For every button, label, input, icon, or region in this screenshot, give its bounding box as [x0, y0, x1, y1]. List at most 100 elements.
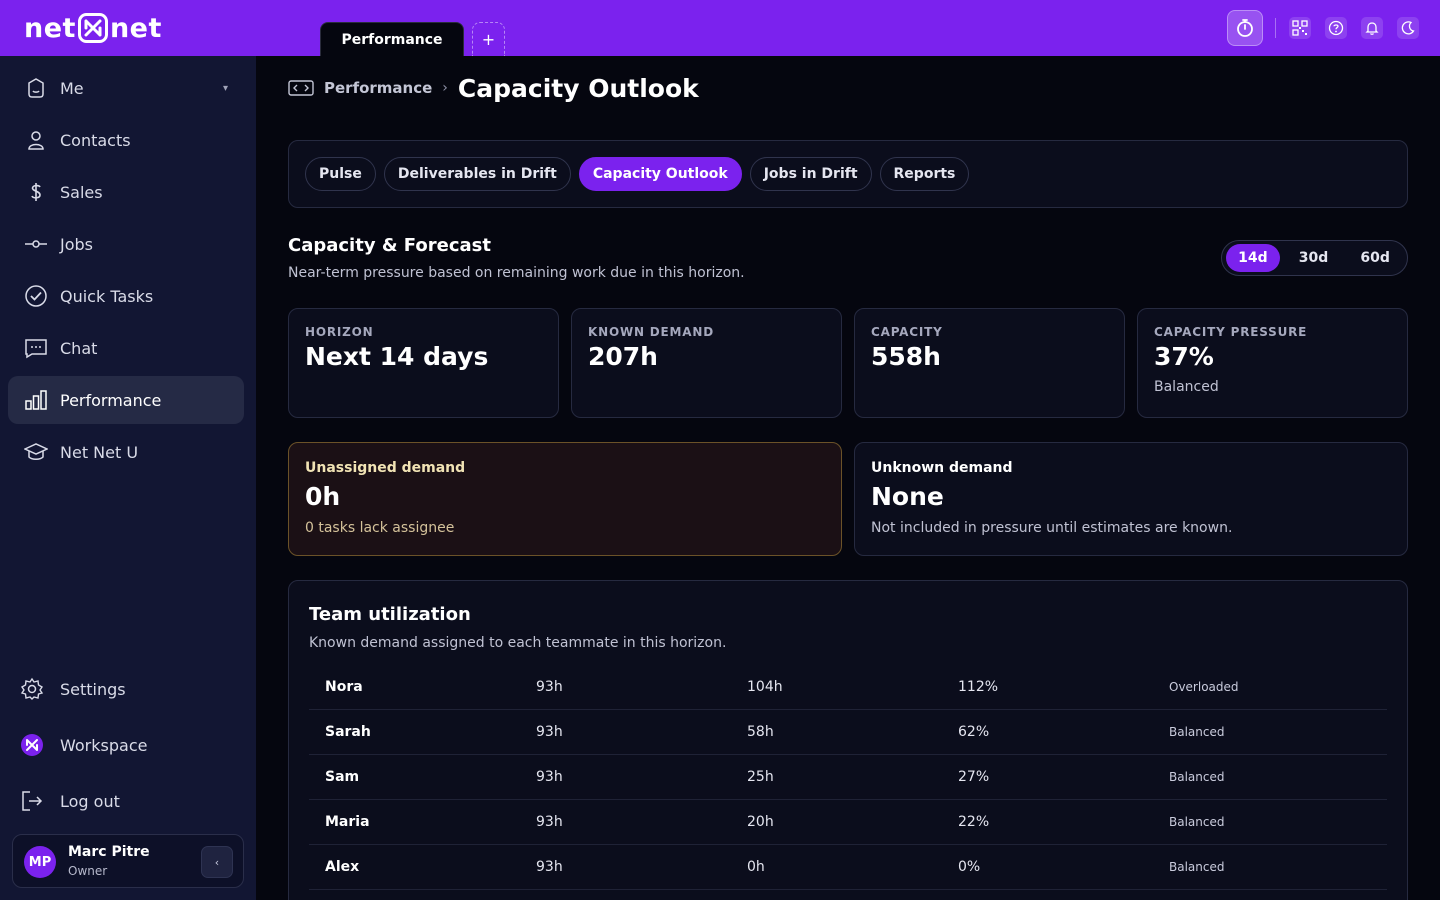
logout-icon: [18, 787, 46, 815]
sidebar-item-label: Me: [60, 78, 84, 98]
chat-icon: [22, 334, 50, 362]
user-role: Owner: [68, 864, 108, 878]
teammate-demand: 25h: [747, 769, 774, 785]
unassigned-demand-note: 0 tasks lack assignee: [305, 520, 455, 536]
performance-tabs: Pulse Deliverables in Drift Capacity Out…: [288, 140, 1408, 208]
qr-code-icon: [1292, 20, 1308, 36]
workspace-label: Workspace: [60, 735, 148, 755]
chevron-down-icon: ▾: [222, 82, 228, 94]
unknown-demand-card: Unknown demand None Not included in pres…: [854, 442, 1408, 556]
sidebar-item-jobs[interactable]: Jobs: [8, 220, 244, 268]
range-option-30d[interactable]: 30d: [1298, 250, 1329, 266]
page-title: Capacity Outlook: [457, 73, 699, 103]
dollar-icon: [22, 178, 50, 206]
sidebar-item-label: Jobs: [60, 234, 93, 254]
stat-value: 37%: [1154, 342, 1214, 371]
stat-value: 207h: [588, 342, 658, 371]
moon-icon: [1401, 21, 1415, 35]
bar-chart-icon: [22, 386, 50, 414]
teammate-status: Balanced: [1169, 770, 1225, 784]
logout-link[interactable]: Log out: [18, 781, 120, 821]
tab-deliverables-in-drift[interactable]: Deliverables in Drift: [383, 157, 571, 191]
teammate-demand: 104h: [747, 679, 783, 695]
stat-card-known-demand: KNOWN DEMAND 207h: [571, 308, 842, 418]
stat-label: HORIZON: [305, 325, 374, 339]
help-button[interactable]: [1325, 17, 1347, 39]
sidebar-item-me[interactable]: Me ▾: [8, 64, 244, 112]
teammate-status: Balanced: [1169, 725, 1225, 739]
notifications-button[interactable]: [1361, 17, 1383, 39]
section-title: Capacity & Forecast: [288, 235, 491, 256]
stat-value: 558h: [871, 342, 941, 371]
logo-text-left: net: [24, 12, 76, 44]
teammate-utilization: 0%: [958, 859, 981, 875]
tab-performance[interactable]: Performance: [320, 22, 464, 56]
help-icon: [1328, 20, 1344, 36]
add-tab-button[interactable]: +: [472, 22, 505, 56]
sidebar-item-chat[interactable]: Chat: [8, 324, 244, 372]
timer-button[interactable]: [1227, 10, 1263, 46]
sidebar-item-sales[interactable]: Sales: [8, 168, 244, 216]
teammate-capacity: 93h: [536, 679, 563, 695]
top-bar: net net Performance +: [0, 0, 1440, 56]
range-option-60d[interactable]: 60d: [1360, 250, 1390, 266]
sidebar-item-label: Sales: [60, 182, 103, 202]
collapse-sidebar-button[interactable]: ‹: [201, 846, 233, 878]
table-row[interactable]: Nora 93h 104h 112% Overloaded: [309, 665, 1387, 710]
app-logo[interactable]: net net: [24, 11, 162, 45]
unknown-demand-label: Unknown demand: [871, 460, 1013, 476]
stat-card-capacity: CAPACITY 558h: [854, 308, 1125, 418]
workspace-logo-icon: [18, 731, 46, 759]
teammate-capacity: 93h: [536, 859, 563, 875]
team-utilization-title: Team utilization: [309, 604, 471, 625]
logo-text-right: net: [109, 12, 162, 44]
sidebar-item-label: Quick Tasks: [60, 286, 154, 306]
table-row[interactable]: Sam 93h 25h 27% Balanced: [309, 755, 1387, 800]
section-subtitle: Near-term pressure based on remaining wo…: [288, 265, 745, 281]
range-option-14d[interactable]: 14d: [1226, 244, 1280, 272]
graduation-cap-icon: [22, 438, 50, 466]
settings-label: Settings: [60, 679, 126, 699]
sidebar-item-net-net-u[interactable]: Net Net U: [8, 428, 244, 476]
teammate-capacity: 93h: [536, 814, 563, 830]
teammate-name: Alex: [325, 859, 360, 875]
gear-icon: [18, 675, 46, 703]
tab-reports[interactable]: Reports: [879, 157, 970, 191]
teammate-utilization: 112%: [958, 679, 999, 695]
tab-capacity-outlook[interactable]: Capacity Outlook: [578, 157, 742, 191]
sidebar-item-quick-tasks[interactable]: Quick Tasks: [8, 272, 244, 320]
table-row[interactable]: Maria 93h 20h 22% Balanced: [309, 800, 1387, 845]
stat-label: CAPACITY: [871, 325, 943, 339]
settings-link[interactable]: Settings: [18, 669, 126, 709]
tab-pulse[interactable]: Pulse: [305, 157, 376, 191]
back-nav-icon[interactable]: [288, 78, 314, 98]
teammate-status: Balanced: [1169, 815, 1225, 829]
teammate-demand: 0h: [747, 859, 765, 875]
workspace-link[interactable]: Workspace: [18, 725, 147, 765]
teammate-capacity: 93h: [536, 769, 563, 785]
stat-value: Next 14 days: [305, 342, 489, 371]
table-row[interactable]: Sarah 93h 58h 62% Balanced: [309, 710, 1387, 755]
breadcrumb-parent[interactable]: Performance: [324, 79, 433, 97]
sidebar-item-performance[interactable]: Performance: [8, 376, 244, 424]
teammate-utilization: 62%: [958, 724, 990, 740]
sidebar-item-label: Net Net U: [60, 442, 139, 462]
sidebar-item-label: Performance: [60, 390, 162, 410]
logo-mark-icon: [77, 13, 108, 43]
tab-jobs-in-drift[interactable]: Jobs in Drift: [749, 157, 872, 191]
user-name: Marc Pitre: [68, 844, 150, 860]
unassigned-demand-label: Unassigned demand: [305, 460, 466, 476]
stat-label: CAPACITY PRESSURE: [1154, 325, 1308, 339]
sidebar-item-label: Contacts: [60, 130, 131, 150]
teammate-name: Sarah: [325, 724, 371, 740]
sidebar: Me ▾ Contacts Sales Jobs Quick Tasks Cha…: [0, 56, 256, 900]
qr-code-button[interactable]: [1289, 17, 1311, 39]
team-utilization-subtitle: Known demand assigned to each teammate i…: [309, 635, 727, 651]
table-row[interactable]: Alex 93h 0h 0% Balanced: [309, 845, 1387, 890]
unassigned-demand-value: 0h: [305, 482, 341, 511]
sidebar-item-contacts[interactable]: Contacts: [8, 116, 244, 164]
user-profile[interactable]: MP Marc Pitre Owner ‹: [12, 834, 244, 888]
stat-label: KNOWN DEMAND: [588, 325, 714, 339]
theme-toggle-button[interactable]: [1397, 17, 1419, 39]
teammate-utilization: 22%: [958, 814, 990, 830]
